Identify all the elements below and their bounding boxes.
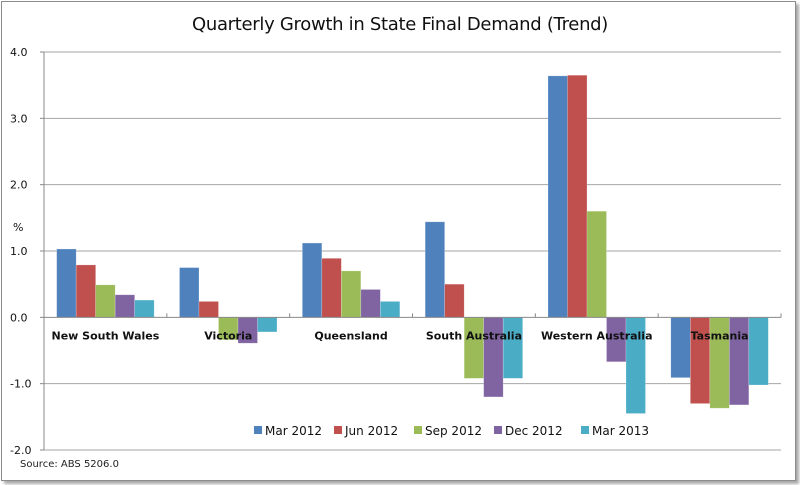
bar xyxy=(502,317,523,379)
category-label: South Australia xyxy=(426,329,522,342)
y-tick-label: 3.0 xyxy=(10,112,28,125)
legend-swatch xyxy=(414,426,422,434)
bar xyxy=(586,210,607,318)
bar xyxy=(95,284,116,318)
y-tick-label: -2.0 xyxy=(10,444,31,457)
source-note: Source: ABS 5206.0 xyxy=(20,459,119,470)
y-axis-label: % xyxy=(13,221,23,234)
y-tick-label: 1.0 xyxy=(10,245,28,258)
labels: 4.0 3.0 2.0 1.0 0.0 -1.0 -2.0 New South Wales Vi… xyxy=(10,46,749,457)
bar xyxy=(341,270,362,318)
category-label: New South Wales xyxy=(51,329,159,342)
bar xyxy=(380,301,401,318)
bar xyxy=(75,264,96,318)
legend-swatch xyxy=(334,426,342,434)
bar xyxy=(444,283,465,318)
legend-label: Mar 2013 xyxy=(592,424,649,438)
category-label: Victoria xyxy=(204,329,252,342)
y-tick-label: 4.0 xyxy=(10,46,28,59)
bar xyxy=(198,301,219,318)
axes xyxy=(40,51,782,451)
bar xyxy=(321,257,342,318)
legend-swatch xyxy=(494,426,502,434)
legend-label: Jun 2012 xyxy=(344,424,398,438)
bar xyxy=(56,248,77,318)
bar xyxy=(134,299,155,318)
y-tick-label: 0.0 xyxy=(10,311,28,324)
bar xyxy=(302,242,323,318)
category-label: Queensland xyxy=(314,329,387,342)
bar xyxy=(424,221,445,318)
legend-swatch xyxy=(581,426,589,434)
bar xyxy=(547,75,568,318)
bar xyxy=(567,74,588,318)
bar xyxy=(179,267,200,318)
bar xyxy=(360,289,381,318)
legend: Mar 2012 Jun 2012 Sep 2012 Dec 2012 Mar 2013 xyxy=(254,424,649,438)
category-label: Western Australia xyxy=(541,329,653,342)
legend-label: Mar 2012 xyxy=(265,424,322,438)
y-tick-label: 2.0 xyxy=(10,179,28,192)
bars xyxy=(56,74,769,414)
category-label: Tasmania xyxy=(691,329,749,342)
bar xyxy=(257,317,278,333)
gridlines xyxy=(44,51,781,451)
bar xyxy=(748,317,769,386)
y-tick-label: -1.0 xyxy=(10,378,31,391)
bar xyxy=(463,317,484,379)
legend-label: Dec 2012 xyxy=(505,424,563,438)
legend-swatch xyxy=(254,426,262,434)
bar xyxy=(114,294,135,318)
legend-label: Sep 2012 xyxy=(425,424,482,438)
chart-title: Quarterly Growth in State Final Demand (… xyxy=(191,14,609,35)
bar xyxy=(670,317,691,378)
